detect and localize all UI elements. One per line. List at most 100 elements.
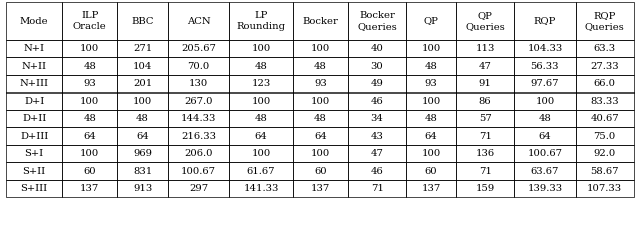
Text: 271: 271 (133, 44, 152, 53)
Text: D+I: D+I (24, 97, 44, 106)
Text: 100: 100 (311, 149, 330, 158)
Bar (62, 163, 118, 180)
Text: 57: 57 (479, 114, 492, 123)
Text: 64: 64 (136, 132, 149, 141)
Bar (6, 180, 62, 197)
Bar (456, 75, 514, 92)
Text: 97.67: 97.67 (531, 79, 559, 88)
Text: N+III: N+III (20, 79, 49, 88)
Text: 139.33: 139.33 (527, 184, 563, 193)
Text: 913: 913 (133, 184, 152, 193)
Bar (292, 145, 348, 163)
Bar (168, 57, 229, 75)
Bar (6, 2, 62, 40)
Text: 100: 100 (422, 44, 441, 53)
Bar (406, 57, 456, 75)
Text: 100.67: 100.67 (181, 167, 216, 176)
Text: 71: 71 (371, 184, 383, 193)
Text: 61.67: 61.67 (247, 167, 275, 176)
Bar (456, 40, 514, 57)
Text: S+III: S+III (20, 184, 48, 193)
Bar (348, 145, 406, 163)
Text: 92.0: 92.0 (593, 149, 616, 158)
Text: 141.33: 141.33 (243, 184, 278, 193)
Bar (118, 145, 168, 163)
Text: 63.67: 63.67 (531, 167, 559, 176)
Text: 43: 43 (371, 132, 383, 141)
Text: 93: 93 (83, 79, 96, 88)
Text: 58.67: 58.67 (591, 167, 619, 176)
Text: 75.0: 75.0 (593, 132, 616, 141)
Bar (62, 128, 118, 145)
Text: 64: 64 (538, 132, 551, 141)
Text: 64: 64 (314, 132, 327, 141)
Bar (576, 40, 634, 57)
Bar (229, 2, 292, 40)
Text: 100: 100 (422, 97, 441, 106)
Bar (456, 145, 514, 163)
Bar (168, 128, 229, 145)
Text: 100: 100 (422, 149, 441, 158)
Bar (514, 110, 576, 128)
Text: 100: 100 (252, 97, 271, 106)
Text: 831: 831 (133, 167, 152, 176)
Text: N+II: N+II (22, 62, 47, 71)
Bar (6, 145, 62, 163)
Text: N+I: N+I (24, 44, 45, 53)
Text: 56.33: 56.33 (531, 62, 559, 71)
Text: 113: 113 (476, 44, 495, 53)
Text: 64: 64 (255, 132, 268, 141)
Text: 297: 297 (189, 184, 208, 193)
Text: 48: 48 (314, 114, 327, 123)
Bar (6, 128, 62, 145)
Text: 100: 100 (80, 149, 99, 158)
Bar (168, 145, 229, 163)
Bar (348, 2, 406, 40)
Text: 93: 93 (314, 79, 327, 88)
Text: 100: 100 (252, 44, 271, 53)
Text: BBC: BBC (131, 17, 154, 25)
Bar (118, 163, 168, 180)
Bar (406, 92, 456, 110)
Bar (406, 128, 456, 145)
Bar (6, 40, 62, 57)
Bar (229, 92, 292, 110)
Text: 136: 136 (476, 149, 495, 158)
Bar (576, 2, 634, 40)
Text: 86: 86 (479, 97, 492, 106)
Bar (576, 128, 634, 145)
Text: 104: 104 (133, 62, 152, 71)
Bar (62, 40, 118, 57)
Text: D+III: D+III (20, 132, 48, 141)
Bar (292, 110, 348, 128)
Bar (456, 110, 514, 128)
Bar (6, 92, 62, 110)
Bar (456, 57, 514, 75)
Text: S+II: S+II (22, 167, 45, 176)
Text: 60: 60 (83, 167, 96, 176)
Text: 93: 93 (425, 79, 438, 88)
Text: 46: 46 (371, 167, 383, 176)
Bar (168, 75, 229, 92)
Bar (514, 163, 576, 180)
Bar (292, 163, 348, 180)
Text: 40: 40 (371, 44, 383, 53)
Bar (292, 75, 348, 92)
Bar (576, 163, 634, 180)
Text: 137: 137 (311, 184, 330, 193)
Text: 48: 48 (136, 114, 149, 123)
Bar (514, 57, 576, 75)
Text: 205.67: 205.67 (181, 44, 216, 53)
Text: 60: 60 (314, 167, 326, 176)
Bar (406, 110, 456, 128)
Text: 49: 49 (371, 79, 383, 88)
Bar (168, 163, 229, 180)
Text: 64: 64 (83, 132, 96, 141)
Text: Bocker
Queries: Bocker Queries (357, 11, 397, 31)
Bar (348, 110, 406, 128)
Bar (62, 75, 118, 92)
Bar (292, 57, 348, 75)
Text: RQP: RQP (534, 17, 556, 25)
Bar (456, 128, 514, 145)
Bar (292, 128, 348, 145)
